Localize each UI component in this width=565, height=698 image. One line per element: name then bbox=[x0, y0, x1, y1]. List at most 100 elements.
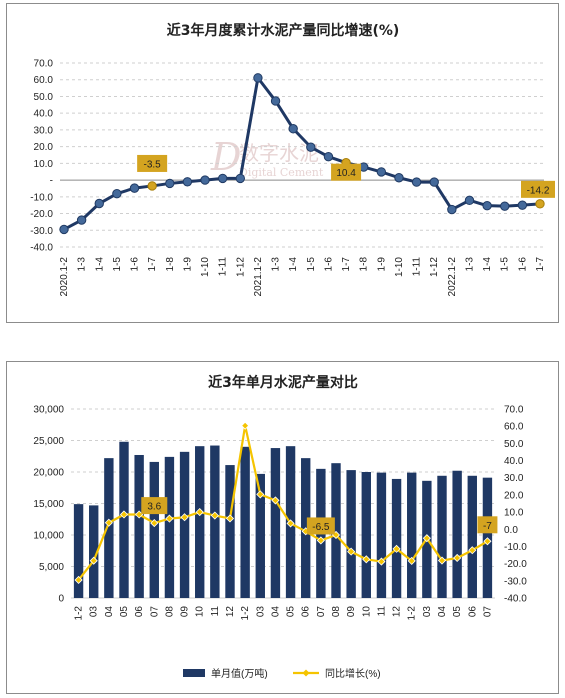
data-point bbox=[74, 575, 83, 585]
x-tick-label: 1-10 bbox=[394, 257, 405, 277]
x-tick-label: 12 bbox=[225, 606, 236, 618]
y-left-tick-label: 20,000 bbox=[33, 468, 64, 479]
x-tick-label: 1-11 bbox=[412, 257, 423, 277]
data-point bbox=[182, 177, 193, 187]
x-tick-label: 1-9 bbox=[182, 257, 193, 272]
bar bbox=[134, 454, 144, 598]
data-point bbox=[235, 173, 245, 184]
y-tick-label: 70.0 bbox=[34, 59, 54, 70]
bar bbox=[376, 472, 387, 598]
bar bbox=[346, 470, 356, 598]
y-left-tick-label: 15,000 bbox=[33, 499, 64, 510]
x-tick-label: 08 bbox=[164, 606, 175, 618]
x-tick-label: 05 bbox=[452, 606, 463, 618]
bar bbox=[104, 458, 114, 598]
y-left-tick-label: 5,000 bbox=[39, 562, 64, 573]
y-tick-label: 20.0 bbox=[34, 142, 54, 153]
data-label-box bbox=[141, 497, 168, 515]
y-right-tick-label: 20.0 bbox=[504, 490, 524, 501]
data-label-box bbox=[521, 180, 555, 198]
x-tick-label: 11 bbox=[376, 606, 387, 617]
data-point bbox=[270, 96, 281, 106]
y-left-tick-label: 0 bbox=[58, 594, 64, 605]
x-tick-label: 07 bbox=[316, 606, 327, 618]
x-tick-label: 1-7 bbox=[147, 257, 158, 272]
bar bbox=[179, 451, 190, 598]
bar bbox=[210, 445, 220, 598]
data-point bbox=[76, 215, 87, 225]
data-point bbox=[411, 177, 422, 187]
x-tick-label: 1-4 bbox=[94, 257, 105, 272]
y-tick-label: 40.0 bbox=[34, 109, 54, 120]
data-point bbox=[225, 514, 235, 523]
growth-line bbox=[77, 424, 488, 581]
data-label-box bbox=[331, 163, 362, 181]
x-tick-label: 1-6 bbox=[130, 257, 141, 272]
monthly-output-chart-panel: 近3年单月水泥产量对比 30,000 25,000 20,000 15,000 10,00… bbox=[6, 361, 559, 694]
bar bbox=[240, 446, 250, 598]
bar bbox=[149, 461, 159, 598]
y-tick-label: -10.0 bbox=[30, 192, 53, 203]
data-point bbox=[253, 73, 263, 83]
x-tick-label: 1-8 bbox=[165, 257, 176, 272]
bar bbox=[89, 505, 99, 598]
data-point bbox=[429, 177, 439, 187]
data-point bbox=[288, 124, 298, 134]
x-tick-label: 06 bbox=[467, 606, 478, 618]
bar bbox=[331, 463, 341, 598]
x-tick-label: 03 bbox=[89, 606, 100, 618]
watermark-text: 数字水泥 bbox=[239, 141, 319, 165]
y-right-tick-label: -20.0 bbox=[504, 559, 527, 570]
data-point bbox=[129, 183, 140, 193]
data-point bbox=[306, 142, 316, 152]
x-tick-label: 1-4 bbox=[288, 257, 299, 272]
data-point bbox=[94, 198, 104, 209]
chart-title: 近3年单月水泥产量对比 bbox=[208, 374, 358, 391]
x-tick-label: 1-5 bbox=[306, 257, 317, 272]
y-right-tick-label: 10.0 bbox=[504, 508, 524, 519]
y-right-tick-label: 70.0 bbox=[504, 405, 524, 416]
data-point bbox=[376, 167, 387, 177]
x-tick-label: 12 bbox=[392, 606, 403, 618]
x-tick-label: 1-2 bbox=[240, 606, 251, 621]
data-point bbox=[217, 173, 228, 184]
growth-line bbox=[63, 76, 541, 231]
x-tick-label: 1-10 bbox=[200, 257, 211, 277]
y-tick-label: -40.0 bbox=[30, 243, 53, 254]
data-point bbox=[377, 557, 386, 566]
y-right-tick-label: -10.0 bbox=[504, 542, 527, 553]
y-tick-label: -20.0 bbox=[30, 209, 53, 220]
data-label: 10.4 bbox=[336, 168, 356, 179]
y-right-tick-label: 50.0 bbox=[504, 439, 524, 450]
data-point bbox=[119, 510, 129, 519]
data-point bbox=[437, 556, 447, 565]
x-tick-label: 1-3 bbox=[464, 257, 475, 272]
bar bbox=[255, 473, 265, 598]
y-tick-label: 30.0 bbox=[34, 125, 54, 136]
x-tick-label: 09 bbox=[180, 606, 191, 618]
x-tick-label: 06 bbox=[134, 606, 145, 618]
data-label: -6.5 bbox=[312, 522, 330, 533]
x-tick-label: 10 bbox=[361, 606, 372, 618]
legend-line-label: 同比增长(%) bbox=[325, 667, 381, 680]
bar bbox=[73, 504, 84, 598]
data-point bbox=[392, 544, 401, 553]
x-tick-label: 1-4 bbox=[482, 257, 493, 272]
x-tick-label: 1-12 bbox=[429, 257, 440, 277]
y-tick-label: 60.0 bbox=[34, 75, 54, 86]
data-point bbox=[165, 514, 174, 523]
x-tick-label: 08 bbox=[331, 606, 342, 618]
bar bbox=[452, 470, 462, 598]
y-left-tick-label: 25,000 bbox=[33, 436, 64, 447]
watermark-letter: D bbox=[210, 135, 241, 179]
data-point bbox=[483, 537, 492, 546]
x-tick-label: 09 bbox=[346, 606, 357, 618]
y-right-tick-label: 40.0 bbox=[504, 456, 524, 467]
data-point bbox=[482, 200, 492, 211]
chart-title: 近3年月度累计水泥产量同比增速(%) bbox=[167, 22, 400, 39]
bar bbox=[195, 446, 205, 598]
x-tick-label: 03 bbox=[422, 606, 433, 618]
data-point bbox=[347, 547, 356, 556]
x-tick-label: 1-6 bbox=[323, 257, 334, 272]
